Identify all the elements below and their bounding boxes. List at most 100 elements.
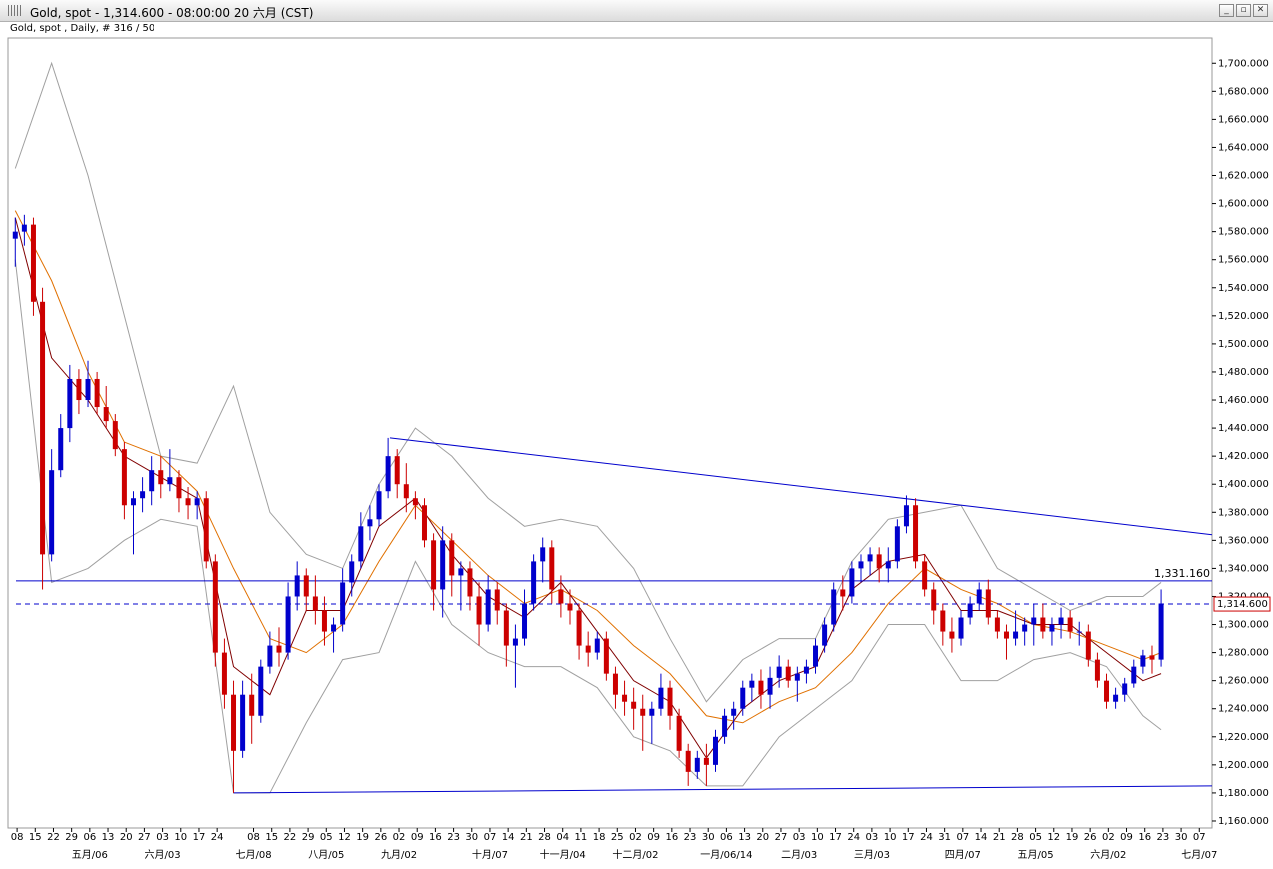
candle-body bbox=[831, 589, 837, 625]
y-tick-label: 1,600.000 bbox=[1218, 199, 1269, 210]
x-tick-label: 23 bbox=[684, 832, 697, 843]
x-tick-label: 02 bbox=[393, 832, 406, 843]
y-tick-label: 1,680.000 bbox=[1218, 86, 1269, 97]
candle-body bbox=[985, 589, 991, 618]
y-tick-label: 1,400.000 bbox=[1218, 479, 1269, 490]
x-tick-label: 17 bbox=[902, 832, 915, 843]
x-tick-label: 09 bbox=[647, 832, 660, 843]
x-tick-label: 28 bbox=[538, 832, 551, 843]
candle-body bbox=[21, 224, 27, 232]
candle-body bbox=[376, 491, 382, 520]
candle-body bbox=[1122, 683, 1128, 695]
y-tick-label: 1,540.000 bbox=[1218, 283, 1269, 294]
candle-body bbox=[494, 589, 500, 611]
candle-body bbox=[458, 568, 464, 576]
candle-body bbox=[312, 596, 318, 611]
minimize-button[interactable]: _ bbox=[1219, 4, 1234, 17]
candle-body bbox=[813, 645, 819, 667]
candle-body bbox=[440, 540, 446, 590]
x-tick-label: 22 bbox=[47, 832, 60, 843]
x-tick-label: 16 bbox=[429, 832, 442, 843]
candle-body bbox=[58, 428, 64, 471]
candle-body bbox=[694, 757, 700, 772]
close-button[interactable]: ✕ bbox=[1253, 4, 1268, 17]
candle-body bbox=[549, 547, 555, 590]
candle-body bbox=[94, 378, 100, 408]
candle-body bbox=[340, 582, 346, 625]
candle-body bbox=[103, 407, 109, 422]
candle-body bbox=[767, 677, 773, 695]
candle-body bbox=[221, 652, 227, 695]
candle-body bbox=[1013, 631, 1019, 639]
x-tick-label: 22 bbox=[284, 832, 297, 843]
month-label: 三月/03 bbox=[854, 849, 890, 861]
x-tick-label: 07 bbox=[484, 832, 497, 843]
candle-body bbox=[731, 708, 737, 716]
window-icon bbox=[8, 5, 22, 16]
candle-body bbox=[676, 715, 682, 751]
candle-body bbox=[740, 687, 746, 709]
candle-body bbox=[112, 421, 118, 450]
trend-line bbox=[233, 785, 1213, 794]
candle-body bbox=[431, 540, 437, 590]
x-tick-label: 16 bbox=[1138, 832, 1151, 843]
y-tick-label: 1,240.000 bbox=[1218, 704, 1269, 715]
x-tick-label: 15 bbox=[29, 832, 42, 843]
candle-body bbox=[249, 694, 255, 716]
month-label: 十二月/02 bbox=[612, 848, 658, 861]
y-tick-label: 1,340.000 bbox=[1218, 563, 1269, 574]
month-label: 七月/07 bbox=[1181, 849, 1217, 861]
x-tick-label: 19 bbox=[1066, 832, 1079, 843]
x-tick-label: 15 bbox=[265, 832, 278, 843]
x-tick-label: 14 bbox=[502, 832, 515, 843]
candle-body bbox=[67, 378, 73, 429]
y-tick-label: 1,500.000 bbox=[1218, 339, 1269, 350]
y-tick-label: 1,280.000 bbox=[1218, 648, 1269, 659]
candle-body bbox=[903, 505, 909, 527]
restore-button[interactable]: ▫ bbox=[1236, 4, 1251, 17]
x-tick-label: 16 bbox=[665, 832, 678, 843]
candle-body bbox=[712, 736, 718, 765]
x-tick-label: 12 bbox=[338, 832, 351, 843]
candle-body bbox=[467, 568, 473, 597]
indicator-line bbox=[14, 210, 1162, 724]
x-tick-label: 08 bbox=[11, 832, 24, 843]
x-tick-label: 17 bbox=[193, 832, 206, 843]
candle-body bbox=[967, 603, 973, 618]
x-tick-label: 02 bbox=[629, 832, 642, 843]
x-tick-label: 28 bbox=[1011, 832, 1024, 843]
candle-body bbox=[49, 470, 55, 555]
x-tick-label: 03 bbox=[156, 832, 169, 843]
x-tick-label: 27 bbox=[138, 832, 151, 843]
trend-line bbox=[389, 437, 1213, 536]
y-tick-label: 1,520.000 bbox=[1218, 311, 1269, 322]
x-tick-label: 07 bbox=[1193, 832, 1206, 843]
x-tick-label: 19 bbox=[356, 832, 369, 843]
x-tick-label: 05 bbox=[320, 832, 333, 843]
candle-body bbox=[758, 680, 764, 695]
candle-body bbox=[303, 575, 309, 597]
candle-body bbox=[722, 715, 728, 737]
x-tick-label: 05 bbox=[1029, 832, 1042, 843]
candle-body bbox=[803, 666, 809, 674]
x-tick-label: 20 bbox=[120, 832, 133, 843]
x-tick-label: 10 bbox=[884, 832, 897, 843]
candle-body bbox=[1158, 603, 1164, 660]
candle-body bbox=[1040, 617, 1046, 632]
candle-body bbox=[85, 378, 91, 401]
candle-body bbox=[876, 554, 882, 569]
y-tick-label: 1,160.000 bbox=[1218, 816, 1269, 827]
candle-body bbox=[576, 610, 582, 646]
x-tick-label: 04 bbox=[556, 832, 569, 843]
y-tick-label: 1,700.000 bbox=[1218, 58, 1269, 69]
window-title: Gold, spot - 1,314.600 - 08:00:00 20 六月 … bbox=[30, 6, 314, 20]
x-tick-label: 08 bbox=[247, 832, 260, 843]
candle-body bbox=[403, 484, 409, 499]
indicator-line bbox=[14, 259, 1162, 794]
candle-body bbox=[667, 687, 673, 716]
x-tick-label: 10 bbox=[174, 832, 187, 843]
x-tick-label: 27 bbox=[775, 832, 788, 843]
candle-body bbox=[158, 470, 164, 485]
candle-body bbox=[412, 498, 418, 506]
candle-body bbox=[1076, 631, 1082, 633]
